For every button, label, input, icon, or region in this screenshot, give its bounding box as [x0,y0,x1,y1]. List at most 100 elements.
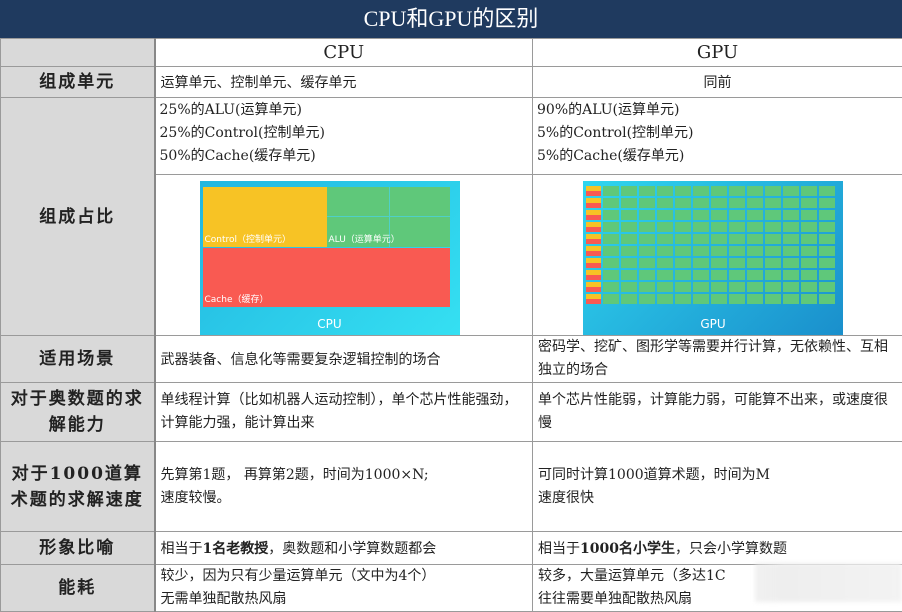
gpu-alu-cell [801,210,817,220]
gpu-alu-cell [603,294,619,304]
gpu-alu-cell [693,186,709,196]
gpu-alu-cell [765,222,781,232]
gpu-control-cache-cell [586,186,601,196]
gpu-alu-cell [729,234,745,244]
cpu-ratio-control: 25%的Control(控制单元) [160,122,529,145]
gpu-alu-cell [819,246,835,256]
gpu-alu-cell [783,270,799,280]
gpu-alu-cell [675,246,691,256]
gpu-alu-cell [693,258,709,268]
gpu-alu-cell [801,198,817,208]
gpu-alu-cell [801,258,817,268]
gpu-alu-cell [621,186,637,196]
cpu-diagram: Control（控制单元） ALU（运算单元） Cache（缓存） CPU [200,181,460,335]
gpu-alu-cell [621,258,637,268]
gpu-alu-cell [747,258,763,268]
gpu-speed-line: 速度很快 [538,487,897,510]
gpu-alu-cell [603,234,619,244]
gpu-control-cache-cell [586,282,601,292]
gpu-alu-cell [657,270,673,280]
gpu-alu-cell [621,246,637,256]
gpu-control-cache-cell [586,294,601,304]
gpu-alu-cell [675,186,691,196]
gpu-alu-cell [711,210,727,220]
gpu-alu-cell [729,210,745,220]
row-label-metaphor: 形象比喻 [1,532,155,565]
gpu-alu-cell [621,222,637,232]
gpu-alu-cell [783,246,799,256]
gpu-alu-cell [693,246,709,256]
gpu-control-cache-cell [586,198,601,208]
gpu-alu-cell [711,234,727,244]
cpu-control-block: Control（控制单元） [203,187,327,247]
gpu-alu-cell [729,246,745,256]
gpu-alu-cell [603,198,619,208]
gpu-alu-cell [747,246,763,256]
cpu-diagram-caption: CPU [200,317,460,331]
cpu-speed-line: 速度较慢。 [161,487,528,510]
gpu-alu-cell [783,186,799,196]
gpu-alu-cell [747,198,763,208]
gpu-ratio-alu: 90%的ALU(运算单元) [537,99,898,122]
gpu-alu-cell [603,186,619,196]
gpu-alu-cell [657,246,673,256]
gpu-alu-cell [819,270,835,280]
gpu-alu-cell [603,258,619,268]
gpu-alu-cell [747,270,763,280]
gpu-alu-cell [747,294,763,304]
gpu-alu-cell [801,294,817,304]
gpu-alu-cell [693,210,709,220]
gpu-alu-cell [819,294,835,304]
gpu-alu-cell [657,222,673,232]
gpu-units: 同前 [533,67,902,98]
gpu-alu-cell [801,270,817,280]
gpu-alu-cell [765,234,781,244]
gpu-alu-cell [639,222,655,232]
gpu-alu-cell [783,234,799,244]
gpu-alu-cell [747,186,763,196]
gpu-alu-cell [747,222,763,232]
gpu-alu-cell [639,186,655,196]
gpu-alu-cell [639,294,655,304]
header-empty [1,39,155,67]
gpu-alu-cell [801,222,817,232]
gpu-alu-cell [819,258,835,268]
gpu-alu-cell [657,186,673,196]
gpu-alu-cell [729,270,745,280]
gpu-alu-cell [693,222,709,232]
gpu-alu-cell [621,294,637,304]
gpu-diagram-caption: GPU [583,317,843,331]
gpu-alu-cell [639,198,655,208]
gpu-control-cache-cell [586,234,601,244]
cpu-alu-block: ALU（运算单元） [327,187,450,247]
gpu-alu-cell [693,282,709,292]
gpu-alu-cell [639,270,655,280]
gpu-alu-cell [711,270,727,280]
gpu-alu-cell [765,210,781,220]
row-label-olympiad: 对于奥数题的求解能力 [1,383,155,442]
gpu-alu-cell [675,282,691,292]
gpu-alu-cell [801,246,817,256]
gpu-alu-cell [765,294,781,304]
gpu-alu-cell [639,210,655,220]
gpu-alu-cell [729,198,745,208]
gpu-alu-cell [603,246,619,256]
gpu-alu-cell [729,258,745,268]
gpu-alu-cell [801,234,817,244]
gpu-alu-cell [747,210,763,220]
gpu-alu-cell [657,294,673,304]
gpu-metaphor: 相当于1000名小学生，只会小学算数题 [533,532,902,565]
gpu-alu-cell [765,282,781,292]
row-label-power: 能耗 [1,565,155,612]
gpu-alu-cell [711,222,727,232]
gpu-alu-cell [711,186,727,196]
gpu-alu-cell [675,294,691,304]
cpu-speed-line: 先算第1题， 再算第2题，时间为1000×N; [161,464,528,487]
gpu-alu-cell [711,258,727,268]
gpu-alu-cell [729,186,745,196]
gpu-alu-cell [639,282,655,292]
gpu-alu-cell [711,294,727,304]
gpu-alu-cell [621,210,637,220]
gpu-alu-cell [693,270,709,280]
